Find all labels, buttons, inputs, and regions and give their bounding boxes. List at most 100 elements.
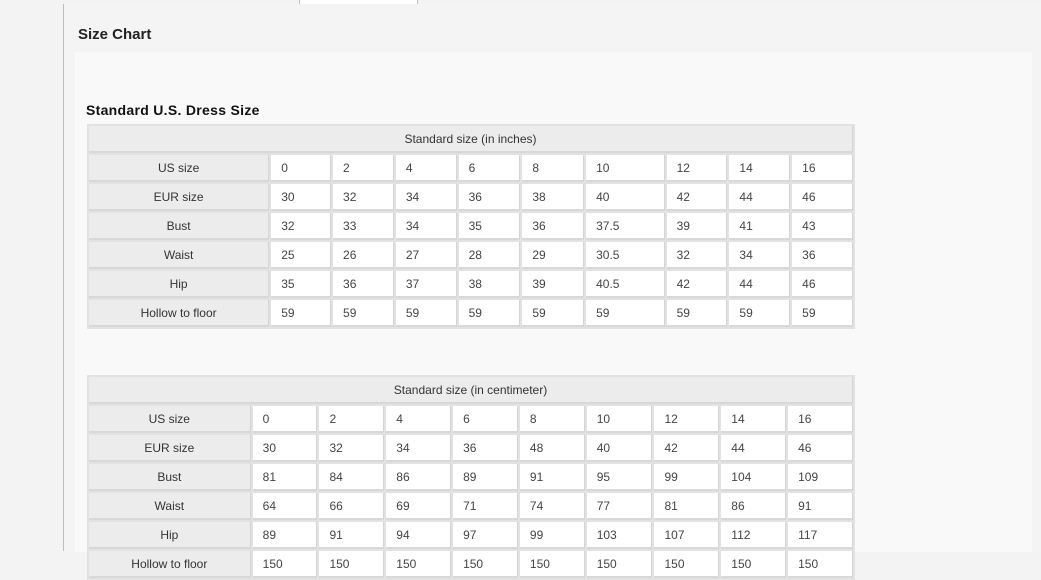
size-cell: 12 xyxy=(666,155,728,182)
page-title: Size Chart xyxy=(78,26,152,43)
size-cell: 28 xyxy=(458,242,521,269)
size-cell: 46 xyxy=(788,435,853,462)
size-cell: 16 xyxy=(788,406,853,433)
size-cell: 37.5 xyxy=(586,213,665,240)
size-cell: 59 xyxy=(395,300,457,327)
table-caption: Standard size (in inches) xyxy=(89,126,853,153)
size-cell: 109 xyxy=(788,464,853,491)
size-cell: 81 xyxy=(654,493,720,520)
size-cell: 12 xyxy=(654,406,720,433)
size-cell: 42 xyxy=(666,271,728,298)
size-cell: 89 xyxy=(453,464,518,491)
table-row: Waist 64 66 69 71 74 77 81 86 91 xyxy=(89,493,853,520)
size-cell: 112 xyxy=(721,522,787,549)
size-cell: 34 xyxy=(386,435,452,462)
row-label: Hollow to floor xyxy=(89,551,251,578)
row-label: Hollow to floor xyxy=(89,300,270,327)
size-cell: 117 xyxy=(788,522,853,549)
size-cell: 64 xyxy=(252,493,318,520)
row-label: Hip xyxy=(89,271,270,298)
row-label: Waist xyxy=(89,493,251,520)
size-cell: 59 xyxy=(792,300,853,327)
table-row: US size 0 2 4 6 8 10 12 14 16 xyxy=(89,406,853,433)
row-label: US size xyxy=(89,406,251,433)
size-cell: 150 xyxy=(519,551,585,578)
size-cell: 150 xyxy=(252,551,318,578)
size-cell: 32 xyxy=(333,184,394,211)
size-cell: 99 xyxy=(519,522,585,549)
size-cell: 46 xyxy=(792,184,853,211)
size-cell: 44 xyxy=(729,184,791,211)
size-cell: 95 xyxy=(586,464,653,491)
size-cell: 150 xyxy=(386,551,452,578)
size-cell: 36 xyxy=(522,213,585,240)
table-row: EUR size 30 32 34 36 48 40 42 44 46 xyxy=(89,435,853,462)
size-cell: 103 xyxy=(586,522,653,549)
size-cell: 35 xyxy=(458,213,521,240)
size-cell: 14 xyxy=(721,406,787,433)
size-cell: 32 xyxy=(319,435,385,462)
size-cell: 59 xyxy=(729,300,791,327)
size-cell: 104 xyxy=(721,464,787,491)
size-cell: 6 xyxy=(453,406,518,433)
size-cell: 2 xyxy=(319,406,385,433)
row-label: EUR size xyxy=(89,184,270,211)
size-cell: 59 xyxy=(333,300,394,327)
tab[interactable] xyxy=(299,0,418,4)
size-cell: 30.5 xyxy=(586,242,665,269)
size-cell: 34 xyxy=(395,213,457,240)
size-cell: 30 xyxy=(252,435,318,462)
row-label: Waist xyxy=(89,242,270,269)
size-cell: 32 xyxy=(271,213,332,240)
size-cell: 86 xyxy=(386,464,452,491)
content-panel: Size Chart Standard U.S. Dress Size Stan… xyxy=(63,4,1041,580)
size-cell: 8 xyxy=(522,155,585,182)
size-cell: 40 xyxy=(586,184,665,211)
size-cell: 38 xyxy=(522,184,585,211)
size-cell: 150 xyxy=(788,551,853,578)
size-cell: 59 xyxy=(522,300,585,327)
size-cell: 39 xyxy=(522,271,585,298)
row-label: US size xyxy=(89,155,270,182)
row-label: Bust xyxy=(89,464,251,491)
size-cell: 71 xyxy=(453,493,518,520)
size-cell: 16 xyxy=(792,155,853,182)
size-cell: 99 xyxy=(654,464,720,491)
size-cell: 0 xyxy=(271,155,332,182)
size-cell: 39 xyxy=(666,213,728,240)
size-cell: 59 xyxy=(666,300,728,327)
size-cell: 150 xyxy=(721,551,787,578)
size-cell: 4 xyxy=(395,155,457,182)
size-cell: 48 xyxy=(519,435,585,462)
size-cell: 10 xyxy=(586,155,665,182)
size-cell: 91 xyxy=(319,522,385,549)
size-cell: 97 xyxy=(453,522,518,549)
size-cell: 59 xyxy=(271,300,332,327)
size-cell: 36 xyxy=(453,435,518,462)
size-cell: 150 xyxy=(654,551,720,578)
size-cell: 42 xyxy=(654,435,720,462)
size-cell: 44 xyxy=(721,435,787,462)
size-cell: 26 xyxy=(333,242,394,269)
table-row: Hollow to floor 150 150 150 150 150 150 150 150 1… xyxy=(89,551,853,578)
size-cell: 40 xyxy=(586,435,653,462)
size-cell: 29 xyxy=(522,242,585,269)
size-table-inches: Standard size (in inches) US size 0 2 4 6 8 10 1… xyxy=(87,124,855,329)
size-cell: 8 xyxy=(519,406,585,433)
table-row: Waist 25 26 27 28 29 30.5 32 34 36 xyxy=(89,242,853,269)
size-cell: 34 xyxy=(395,184,457,211)
size-cell: 42 xyxy=(666,184,728,211)
table-row: US size 0 2 4 6 8 10 12 14 16 xyxy=(89,155,853,182)
size-cell: 27 xyxy=(395,242,457,269)
size-cell: 38 xyxy=(458,271,521,298)
size-cell: 35 xyxy=(271,271,332,298)
row-label: Hip xyxy=(89,522,251,549)
size-cell: 40.5 xyxy=(586,271,665,298)
size-cell: 32 xyxy=(666,242,728,269)
size-cell: 69 xyxy=(386,493,452,520)
size-cell: 2 xyxy=(333,155,394,182)
size-cell: 91 xyxy=(788,493,853,520)
row-label: EUR size xyxy=(89,435,251,462)
size-cell: 10 xyxy=(586,406,653,433)
size-cell: 84 xyxy=(319,464,385,491)
